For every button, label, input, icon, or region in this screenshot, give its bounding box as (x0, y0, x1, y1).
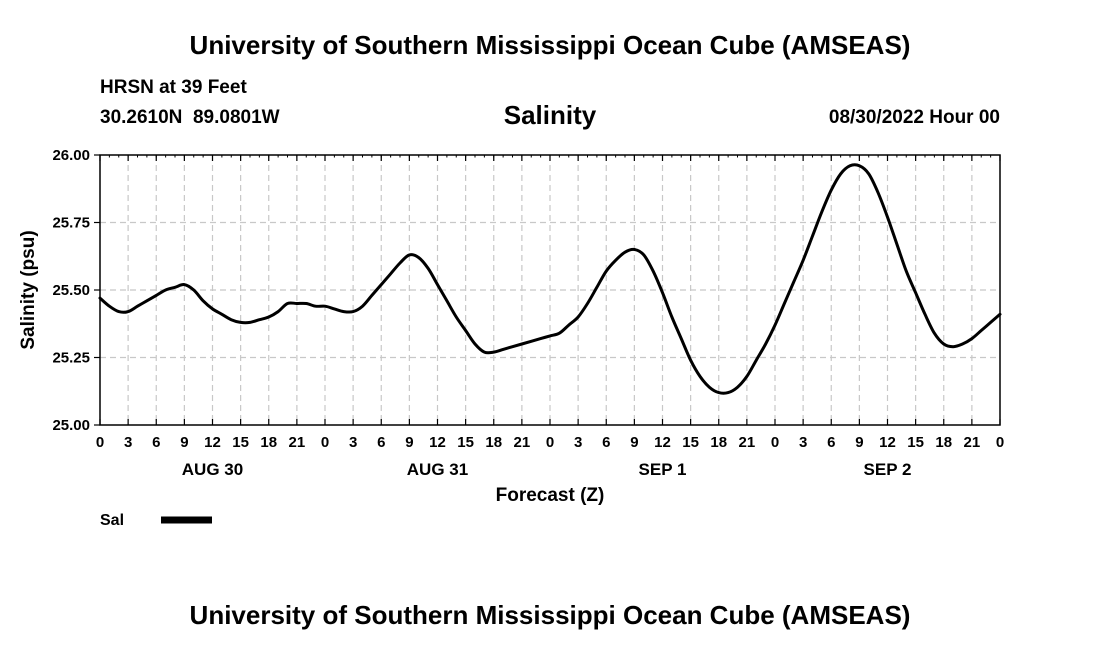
salinity-series-line (98, 163, 1002, 395)
x-tick-label: 9 (630, 434, 638, 451)
x-tick-label: 15 (682, 434, 699, 451)
footer-title: University of Southern Mississippi Ocean… (189, 600, 911, 630)
y-tick-label: 25.75 (52, 215, 90, 232)
x-tick-label: 15 (907, 434, 924, 451)
day-label: AUG 31 (407, 460, 468, 479)
grid-layer (100, 155, 1000, 425)
legend-label: Sal (100, 512, 124, 529)
day-label: SEP 1 (639, 460, 687, 479)
station-coordinates: 30.2610N 89.0801W (100, 107, 280, 128)
x-tick-label: 0 (546, 434, 554, 451)
x-tick-label: 18 (485, 434, 502, 451)
y-tick-label: 26.00 (52, 147, 90, 164)
x-tick-label: 12 (204, 434, 221, 451)
y-axis-label: Salinity (psu) (18, 230, 39, 349)
x-tick-label: 21 (514, 434, 531, 451)
y-tick-label: 25.00 (52, 417, 90, 434)
forecast-datetime: 08/30/2022 Hour 00 (828, 107, 1000, 128)
y-tick-label: 25.50 (52, 282, 90, 299)
chart-main-title: University of Southern Mississippi Ocean… (189, 30, 911, 60)
x-tick-label: 12 (429, 434, 446, 451)
x-tick-label: 21 (289, 434, 306, 451)
x-tick-label: 0 (996, 434, 1004, 451)
x-tick-label: 9 (855, 434, 863, 451)
x-tick-label: 18 (935, 434, 952, 451)
x-tick-label: 18 (260, 434, 277, 451)
station-name: HRSN at 39 Feet (100, 77, 247, 98)
x-tick-label: 0 (771, 434, 779, 451)
x-tick-label: 12 (654, 434, 671, 451)
x-axis-label: Forecast (Z) (496, 485, 605, 506)
tick-label-layer: 0 3 6 9 12 15 18 21 0 3 6 9 12 15 18 21 0 3 6 9 12 15 18 21 0 3 6 9… (52, 147, 1004, 479)
x-tick-label: 9 (405, 434, 413, 451)
x-tick-label: 3 (124, 434, 132, 451)
x-tick-label: 18 (710, 434, 727, 451)
day-label: AUG 30 (182, 460, 243, 479)
x-tick-label: 6 (827, 434, 835, 451)
x-tick-label: 15 (457, 434, 474, 451)
x-tick-label: 3 (349, 434, 357, 451)
y-tick-label: 25.25 (52, 350, 90, 367)
x-tick-label: 6 (152, 434, 160, 451)
x-tick-label: 0 (321, 434, 329, 451)
x-tick-label: 21 (739, 434, 756, 451)
x-tick-label: 3 (799, 434, 807, 451)
x-tick-label: 9 (180, 434, 188, 451)
tick-layer (94, 154, 1001, 426)
x-tick-label: 3 (574, 434, 582, 451)
x-tick-label: 21 (964, 434, 981, 451)
day-label: SEP 2 (864, 460, 912, 479)
x-tick-label: 15 (232, 434, 249, 451)
x-tick-label: 0 (96, 434, 104, 451)
x-tick-label: 6 (377, 434, 385, 451)
x-tick-label: 12 (879, 434, 896, 451)
variable-title: Salinity (503, 100, 597, 130)
x-tick-label: 6 (602, 434, 610, 451)
